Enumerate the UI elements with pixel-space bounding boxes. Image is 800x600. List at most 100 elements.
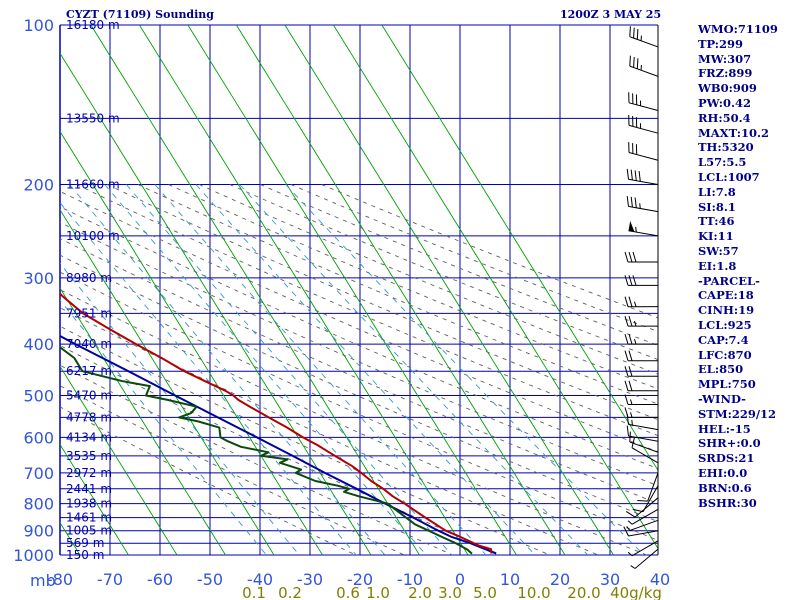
wind-barb (630, 548, 659, 569)
barb-flag (632, 275, 637, 286)
barb-flag (634, 197, 637, 208)
index-row: MAXT:10.2 (698, 125, 769, 140)
parcel-line (60, 334, 497, 555)
temperature-tick-label: 20 (550, 570, 570, 589)
mixing-ratio-label: 1.0 (366, 584, 390, 600)
barb-flag (624, 315, 629, 327)
wind-barb (624, 394, 659, 405)
index-row: EHI:0.0 (698, 465, 748, 480)
barb-half-flag (626, 526, 631, 531)
index-row: CAPE:18 (698, 288, 754, 303)
isotherm-line (90, 25, 420, 555)
barb-shaft (628, 124, 659, 134)
isotherm-line (284, 25, 614, 555)
barb-flag (628, 350, 633, 361)
index-row: -WIND- (698, 391, 746, 406)
mixing-ratio-line (60, 262, 300, 555)
barb-flag (626, 168, 629, 180)
wind-barb (624, 380, 659, 392)
barb-flag (634, 170, 637, 181)
dry-adiabat-line (260, 184, 658, 346)
temperature-tick-label: -40 (247, 570, 273, 589)
height-label: 1461 m (66, 511, 112, 525)
mixing-ratio-label: 2.0 (408, 584, 432, 600)
profile-layer (60, 292, 497, 555)
dry-adiabat-line (60, 238, 658, 504)
height-label: 1938 m (66, 497, 112, 511)
barb-flag (630, 196, 633, 208)
mixing-ratio-line (239, 184, 589, 555)
index-row: BSHR:30 (698, 495, 757, 510)
barb-flag (629, 26, 631, 37)
isotherm-line (60, 443, 129, 555)
barb-half-flag (630, 399, 633, 405)
pressure-tick-label: 500 (23, 386, 54, 405)
temperature-tick-label: -10 (397, 570, 423, 589)
barb-flag (624, 275, 629, 286)
height-label: 4134 m (66, 430, 112, 444)
wind-barbs (623, 25, 659, 569)
barb-half-flag (630, 412, 633, 418)
barb-shaft (628, 102, 659, 112)
dry-adiabat-line (60, 406, 356, 555)
dry-adiabat-line (60, 364, 453, 555)
background-lines (60, 25, 658, 555)
barb-flag (626, 413, 629, 425)
index-row: TH:5320 (698, 140, 754, 155)
index-row: KI:11 (698, 229, 734, 244)
barb-shaft (647, 472, 659, 502)
mixing-ratio-label: 5.0 (473, 584, 497, 600)
barb-shaft (629, 441, 659, 453)
height-label: 569 m (66, 536, 104, 550)
barb-flag (624, 380, 629, 391)
barb-flag (624, 366, 629, 377)
barb-flag (626, 196, 629, 207)
mixing-ratio-label: 0.2 (278, 584, 302, 600)
dry-adiabat-line (198, 184, 658, 375)
height-label: 1005 m (66, 524, 112, 538)
height-label: 16180 m (66, 18, 120, 32)
temperature-tick-label: 30 (600, 570, 620, 589)
barb-half-flag (634, 338, 637, 345)
barb-shaft (629, 519, 659, 531)
mixing-ratio-label: 0.1 (242, 584, 266, 600)
pressure-tick-label: 600 (23, 428, 54, 447)
wind-barb (626, 519, 659, 531)
wind-barb (626, 497, 659, 518)
index-row: BRN:0.6 (698, 480, 752, 495)
temperature-tick-label: 40 (650, 570, 670, 589)
index-row: MW:307 (698, 51, 752, 66)
wind-barb (631, 437, 659, 464)
dry-adiabat-line (321, 184, 658, 319)
isotherm-line (60, 130, 323, 555)
index-row: SW:57 (698, 243, 739, 258)
barb-shaft (628, 230, 659, 237)
temperature-tick-label: 0 (455, 570, 465, 589)
isotherm-line (187, 25, 517, 555)
height-label: 5470 m (66, 388, 112, 402)
index-row: HEL:-15 (698, 421, 751, 436)
barb-flag (628, 333, 633, 345)
barb-flag (636, 28, 639, 40)
isotherm-line (60, 52, 372, 555)
dry-adiabat-line (60, 254, 658, 523)
index-row: EL:850 (698, 362, 744, 377)
barb-flag (630, 169, 633, 181)
height-label: 3535 m (66, 449, 112, 463)
wind-barb (626, 413, 659, 431)
pressure-tick-label: 800 (23, 495, 54, 514)
barb-flag (624, 394, 629, 405)
mixing-ratio-line (154, 184, 487, 555)
index-row: LI:7.8 (698, 184, 736, 199)
index-row: -PARCEL- (698, 273, 760, 288)
barb-shaft (628, 435, 659, 442)
isotherm-line (236, 25, 566, 555)
index-row: TP:299 (698, 36, 744, 51)
barb-flag (626, 510, 636, 518)
barb-flag (628, 251, 633, 263)
mixing-ratio-line (60, 299, 267, 555)
index-row: LFC:870 (698, 347, 752, 362)
wind-barb (627, 540, 659, 557)
wind-barb (628, 92, 659, 112)
